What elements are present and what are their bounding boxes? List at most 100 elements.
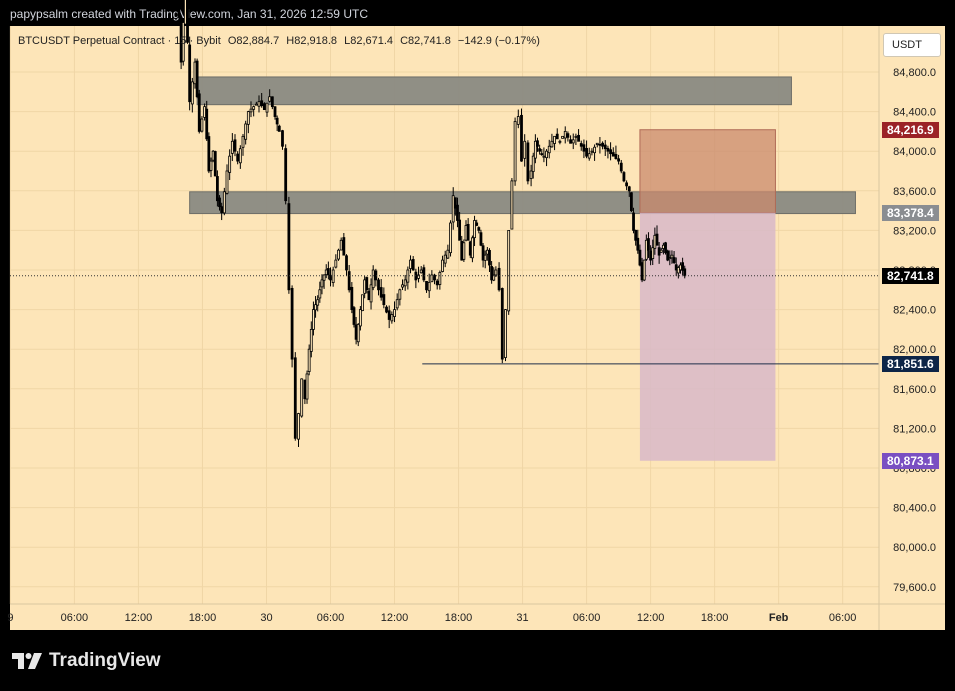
candle-body <box>538 148 542 152</box>
candle-body <box>393 309 396 317</box>
candle-body <box>670 254 674 259</box>
price-tick-label: 84,000.0 <box>893 146 936 158</box>
candle-body <box>390 314 394 322</box>
candle-body <box>211 150 215 161</box>
candle-body <box>309 328 313 352</box>
candle-body <box>533 140 537 159</box>
candle-body <box>577 134 580 142</box>
candle-body <box>190 81 194 105</box>
candle-body <box>358 309 362 327</box>
candle-body <box>451 195 455 223</box>
price-tick-label: 81,200.0 <box>893 423 936 435</box>
candle-body <box>205 108 209 140</box>
candle-body <box>186 0 189 43</box>
candle-body <box>347 271 351 291</box>
candle-body <box>369 284 373 303</box>
candle-body <box>561 135 564 139</box>
candle-body <box>270 96 274 108</box>
candle-body <box>213 151 217 177</box>
time-tick-label: 06:00 <box>573 612 601 624</box>
candle-body <box>241 135 245 148</box>
candle-body <box>326 268 330 276</box>
candle-body <box>466 223 470 241</box>
candle-body <box>449 222 452 254</box>
candle-body <box>203 106 206 118</box>
resistance-zone <box>196 76 792 106</box>
candle-body <box>361 294 364 312</box>
candle-body <box>513 121 517 182</box>
candle-body <box>585 148 588 157</box>
time-tick-label: 12:00 <box>381 612 409 624</box>
currency-button[interactable]: USDT <box>883 33 941 57</box>
candle-body <box>627 186 631 192</box>
entry-price-tag: 83,378.4 <box>882 204 939 221</box>
candle-body <box>614 154 618 160</box>
time-tick-label: 12:00 <box>637 612 665 624</box>
price-tick-label: 79,600.0 <box>893 582 936 594</box>
candle-body <box>593 146 596 154</box>
candle-body <box>339 239 343 251</box>
candle-body <box>550 140 554 148</box>
candle-body <box>655 233 659 246</box>
time-tick-label: 12:00 <box>125 612 153 624</box>
tradingview-logo[interactable]: TradingView <box>12 650 161 672</box>
candle-body <box>322 274 326 281</box>
candle-body <box>500 288 504 360</box>
change-value: −142.9 (−0.17%) <box>457 35 540 47</box>
candles <box>177 0 687 447</box>
symbol-legend[interactable]: BTCUSDT Perpetual Contract · 15 · Bybit … <box>18 35 544 47</box>
candle-body <box>531 155 535 172</box>
candle-body <box>446 249 450 259</box>
candle-body <box>401 284 404 288</box>
price-tick-label: 80,000.0 <box>893 542 936 554</box>
candle-body <box>419 269 423 274</box>
candle-body <box>225 170 229 194</box>
candle-body <box>438 272 442 285</box>
candle-body <box>246 111 250 125</box>
candle-body <box>215 176 219 202</box>
candle-body <box>475 222 479 226</box>
candle-body <box>228 155 232 173</box>
candle-body <box>433 274 436 281</box>
stop-zone <box>639 212 776 461</box>
price-axis[interactable]: 84,800.0 84,400.0 84,000.0 83,600.0 83,200.0… <box>878 26 936 630</box>
candle-body <box>453 197 457 209</box>
candle-body <box>281 130 284 147</box>
candle-body <box>277 125 281 132</box>
time-axis[interactable]: 9 06:00 12:00 18:00 30 06:00 12:00 18:00 31 06:00… <box>7 603 945 624</box>
candle-body <box>249 108 253 113</box>
candle-body <box>649 250 652 261</box>
price-tick-label: 84,800.0 <box>893 67 936 79</box>
candle-body <box>379 287 383 298</box>
time-tick-label: 06:00 <box>61 612 89 624</box>
candle-body <box>345 255 348 271</box>
candle-body <box>354 324 358 340</box>
candle-body <box>651 247 655 260</box>
candle-body <box>483 254 487 261</box>
candle-body <box>352 307 356 325</box>
candle-body <box>625 182 628 187</box>
candle-body <box>587 153 591 159</box>
candle-body <box>387 310 391 320</box>
candle-body <box>638 249 642 266</box>
horizontal-lines[interactable] <box>10 275 879 365</box>
candle-body <box>293 357 297 439</box>
candle-body <box>385 306 388 313</box>
candle-body <box>653 234 657 249</box>
candle-body <box>377 279 380 291</box>
candle-body <box>494 269 498 276</box>
short-position-tool[interactable] <box>639 129 776 461</box>
candle-body <box>485 249 489 255</box>
symbol-name[interactable]: BTCUSDT Perpetual Contract · 15 · Bybit <box>18 35 221 47</box>
chart-frame <box>10 26 945 630</box>
price-tick-label: 81,600.0 <box>893 384 936 396</box>
candle-body <box>672 257 676 263</box>
time-tick-label: 30 <box>260 612 272 624</box>
candle-body <box>569 139 572 144</box>
candle-body <box>462 242 466 260</box>
candle-body <box>510 180 514 230</box>
candle-body <box>574 135 578 138</box>
candle-body <box>371 269 375 289</box>
candle-body <box>642 259 646 281</box>
